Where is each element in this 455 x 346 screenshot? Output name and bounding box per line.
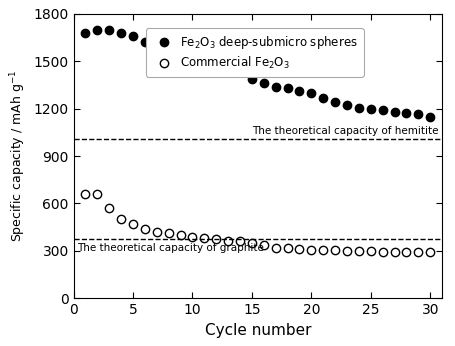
Commercial Fe$_2$O$_3$ [238,239,243,244]
Commercial Fe$_2$O$_3$ [333,248,338,252]
Text: The theoretical capacity of graphite: The theoretical capacity of graphite [77,243,264,253]
Commercial Fe$_2$O$_3$ [83,192,88,196]
Commercial Fe$_2$O$_3$ [190,235,195,239]
Commercial Fe$_2$O$_3$ [154,230,160,234]
Commercial Fe$_2$O$_3$ [178,233,183,237]
Line: Fe$_2$O$_3$ deep-submicro spheres: Fe$_2$O$_3$ deep-submicro spheres [81,26,435,121]
Fe$_2$O$_3$ deep-submicro spheres [404,110,409,115]
Legend: Fe$_2$O$_3$ deep-submicro spheres, Commercial Fe$_2$O$_3$: Fe$_2$O$_3$ deep-submicro spheres, Comme… [146,28,364,77]
Fe$_2$O$_3$ deep-submicro spheres [416,112,421,116]
Commercial Fe$_2$O$_3$ [166,231,172,236]
Fe$_2$O$_3$ deep-submicro spheres [368,107,374,111]
Fe$_2$O$_3$ deep-submicro spheres [333,100,338,104]
Fe$_2$O$_3$ deep-submicro spheres [380,108,385,112]
Commercial Fe$_2$O$_3$ [356,249,362,253]
Fe$_2$O$_3$ deep-submicro spheres [83,31,88,35]
Commercial Fe$_2$O$_3$ [368,249,374,253]
Fe$_2$O$_3$ deep-submicro spheres [285,86,290,90]
Commercial Fe$_2$O$_3$ [95,192,100,196]
Fe$_2$O$_3$ deep-submicro spheres [344,103,350,108]
Line: Commercial Fe$_2$O$_3$: Commercial Fe$_2$O$_3$ [81,190,435,256]
Commercial Fe$_2$O$_3$ [392,249,397,254]
Fe$_2$O$_3$ deep-submicro spheres [225,61,231,65]
Commercial Fe$_2$O$_3$ [273,246,278,250]
Commercial Fe$_2$O$_3$ [380,249,385,254]
Commercial Fe$_2$O$_3$ [404,249,409,254]
Commercial Fe$_2$O$_3$ [106,206,112,210]
Fe$_2$O$_3$ deep-submicro spheres [249,76,255,81]
X-axis label: Cycle number: Cycle number [205,323,311,338]
Commercial Fe$_2$O$_3$ [297,247,302,251]
Fe$_2$O$_3$ deep-submicro spheres [308,91,314,95]
Fe$_2$O$_3$ deep-submicro spheres [202,59,207,63]
Fe$_2$O$_3$ deep-submicro spheres [356,106,362,110]
Commercial Fe$_2$O$_3$ [213,237,219,241]
Commercial Fe$_2$O$_3$ [320,248,326,252]
Y-axis label: Specific capacity / mAh g$^{-1}$: Specific capacity / mAh g$^{-1}$ [8,70,28,242]
Commercial Fe$_2$O$_3$ [428,249,433,254]
Fe$_2$O$_3$ deep-submicro spheres [238,70,243,74]
Commercial Fe$_2$O$_3$ [344,249,350,253]
Fe$_2$O$_3$ deep-submicro spheres [428,115,433,119]
Fe$_2$O$_3$ deep-submicro spheres [178,43,183,47]
Fe$_2$O$_3$ deep-submicro spheres [190,45,195,49]
Commercial Fe$_2$O$_3$ [225,238,231,243]
Fe$_2$O$_3$ deep-submicro spheres [95,28,100,32]
Commercial Fe$_2$O$_3$ [285,246,290,251]
Fe$_2$O$_3$ deep-submicro spheres [166,43,172,47]
Commercial Fe$_2$O$_3$ [142,227,148,231]
Fe$_2$O$_3$ deep-submicro spheres [213,61,219,65]
Fe$_2$O$_3$ deep-submicro spheres [320,95,326,100]
Fe$_2$O$_3$ deep-submicro spheres [130,34,136,38]
Commercial Fe$_2$O$_3$ [308,248,314,252]
Text: The theoretical capacity of hemitite: The theoretical capacity of hemitite [252,126,439,136]
Fe$_2$O$_3$ deep-submicro spheres [154,42,160,46]
Commercial Fe$_2$O$_3$ [202,236,207,240]
Commercial Fe$_2$O$_3$ [118,217,124,221]
Commercial Fe$_2$O$_3$ [416,249,421,254]
Fe$_2$O$_3$ deep-submicro spheres [106,28,112,32]
Fe$_2$O$_3$ deep-submicro spheres [273,84,278,89]
Fe$_2$O$_3$ deep-submicro spheres [142,40,148,44]
Commercial Fe$_2$O$_3$ [261,243,267,247]
Fe$_2$O$_3$ deep-submicro spheres [297,89,302,93]
Fe$_2$O$_3$ deep-submicro spheres [392,110,397,114]
Fe$_2$O$_3$ deep-submicro spheres [261,81,267,85]
Commercial Fe$_2$O$_3$ [130,222,136,226]
Fe$_2$O$_3$ deep-submicro spheres [118,31,124,35]
Commercial Fe$_2$O$_3$ [249,241,255,245]
